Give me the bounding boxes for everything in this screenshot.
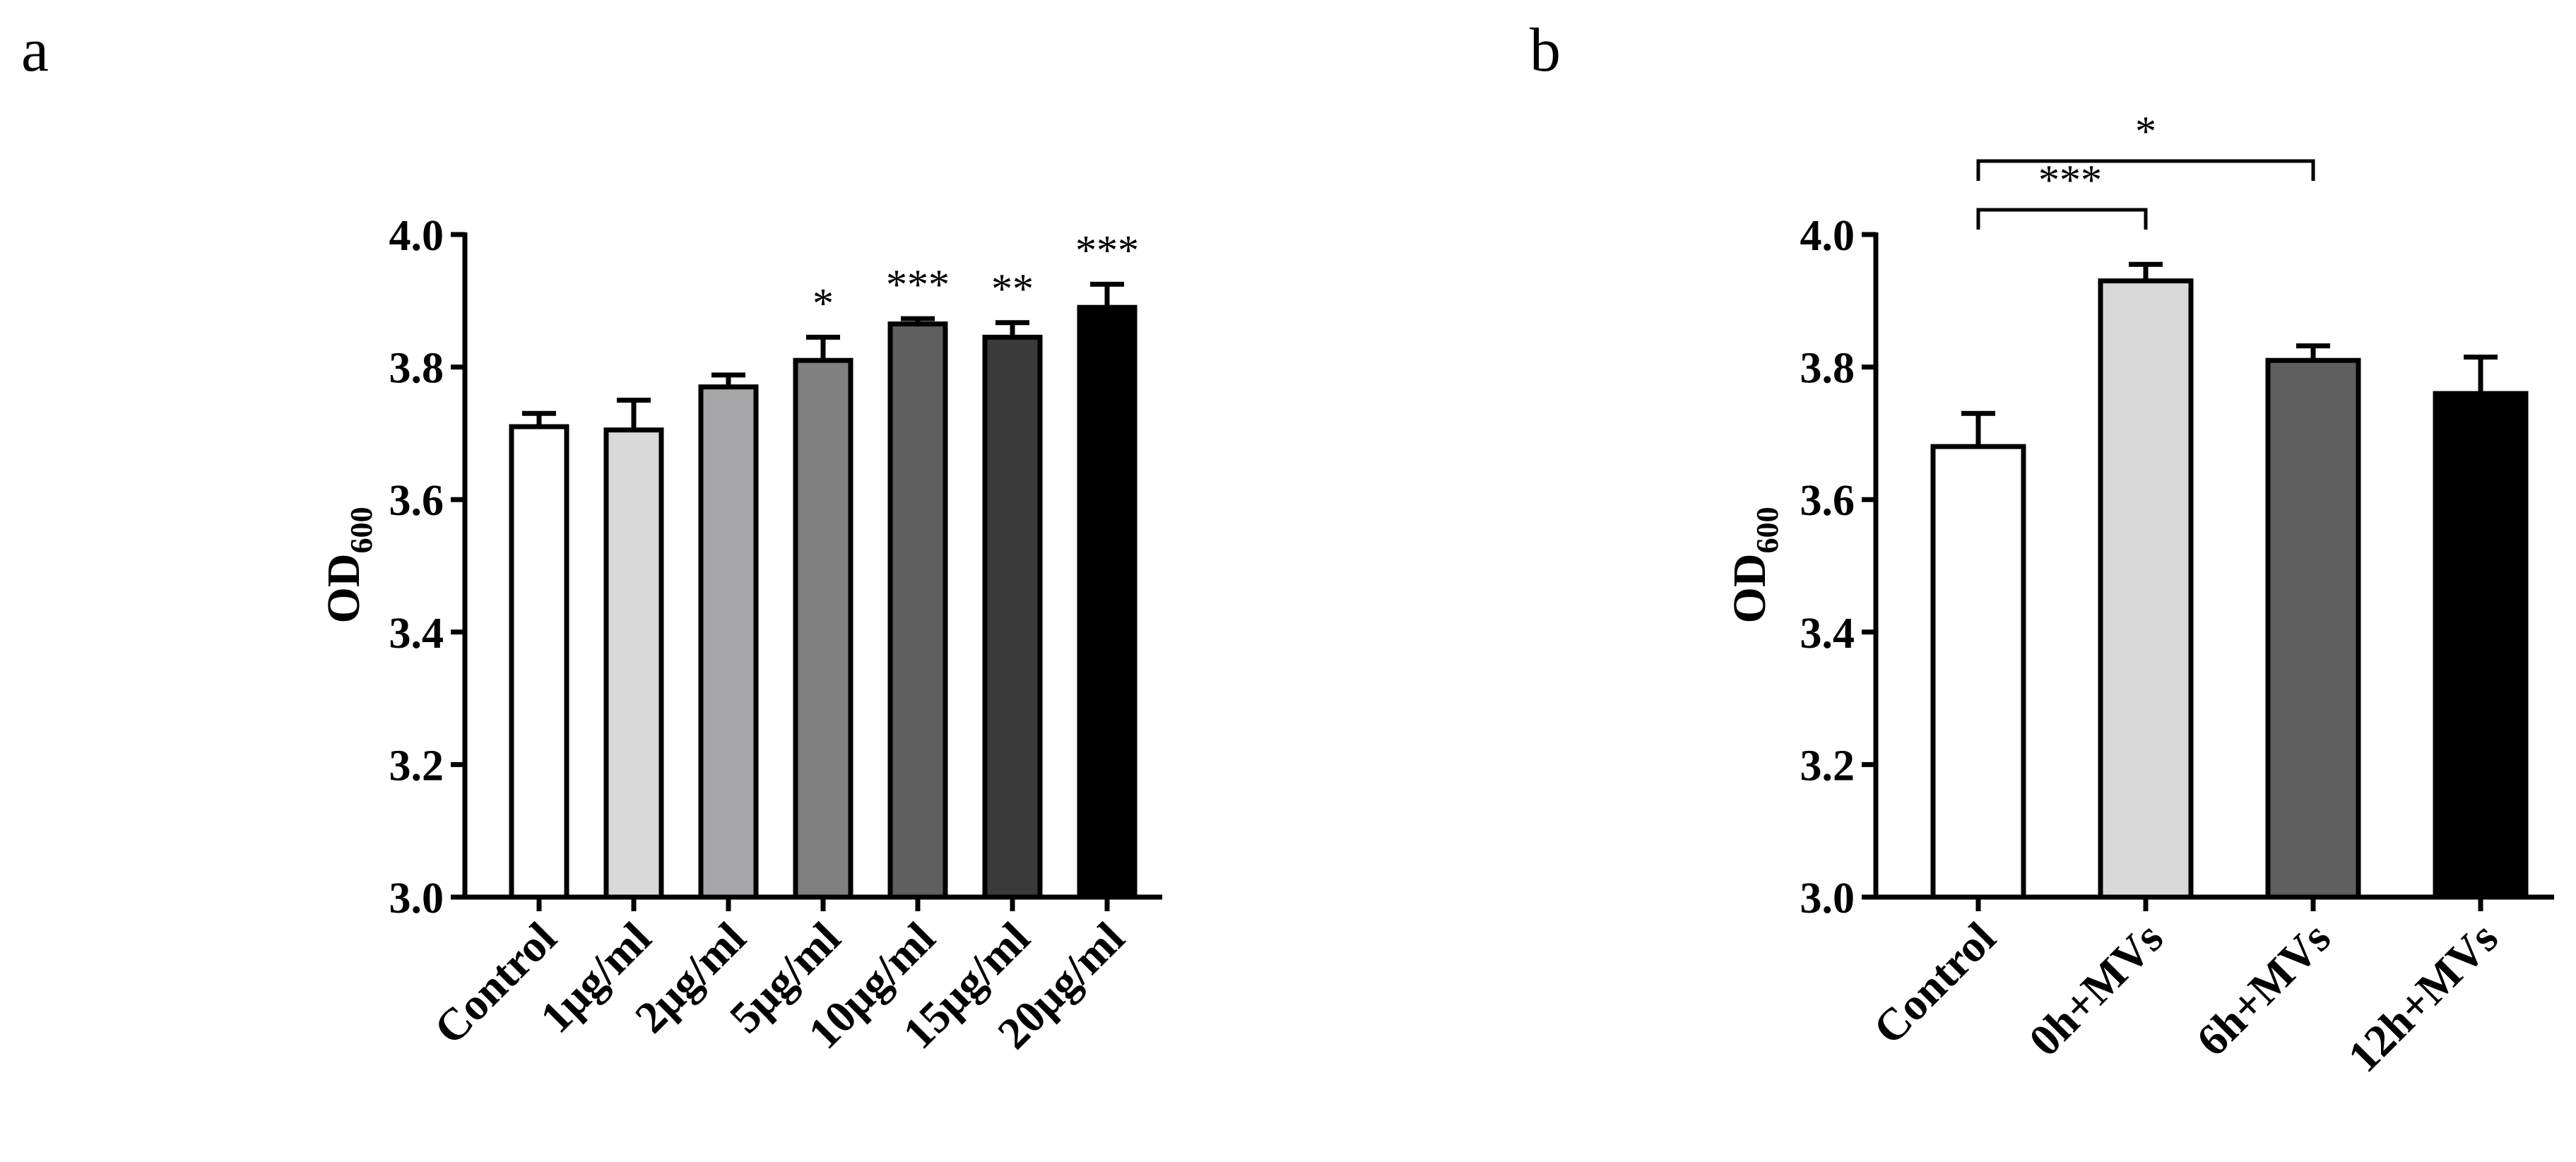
category-label-b: Control bbox=[1864, 913, 2005, 1054]
y-tick-label-a: 3.8 bbox=[389, 345, 444, 393]
significance-marker-a: *** bbox=[1075, 227, 1139, 273]
bar-a bbox=[793, 357, 853, 900]
bars-a bbox=[509, 304, 1138, 900]
y-tick-label-b: 3.0 bbox=[1800, 875, 1855, 923]
bar-a bbox=[887, 321, 948, 900]
chart-panel-b: b OD600 3.03.23.43.63.84.0 **** Control 0… bbox=[1530, 16, 2554, 1081]
significance-b: **** bbox=[1976, 108, 2315, 230]
bar-b bbox=[2433, 391, 2529, 900]
y-tick-label-a: 3.0 bbox=[389, 875, 444, 923]
y-axis-label-sub-a: 600 bbox=[344, 507, 379, 554]
axes-a: 3.0 3.2 3.4 3.6 3.8 4.0 bbox=[389, 212, 1162, 923]
bar-b bbox=[2098, 278, 2194, 900]
y-axis-label-a: OD600 bbox=[318, 507, 379, 624]
bars-b bbox=[1930, 278, 2529, 900]
bracket-label-b: * bbox=[2135, 108, 2156, 155]
y-tick-label-a: 3.6 bbox=[389, 477, 444, 525]
bar-a bbox=[603, 427, 664, 900]
category-label-b: 0h+MVs bbox=[2019, 913, 2173, 1066]
y-axis-label-main-a: OD bbox=[318, 554, 370, 624]
bracket-label-b: *** bbox=[2038, 157, 2102, 203]
category-label-b: 12h+MVs bbox=[2338, 913, 2507, 1081]
y-tick-label-a: 4.0 bbox=[389, 212, 444, 260]
y-tick-label-b: 4.0 bbox=[1800, 212, 1855, 260]
error-bars-a bbox=[522, 281, 1124, 430]
significance-marker-a: * bbox=[813, 280, 834, 326]
y-axis-label-main-b: OD bbox=[1724, 554, 1776, 624]
y-axis-label-sub-b: 600 bbox=[1750, 507, 1785, 554]
bar-a bbox=[698, 384, 759, 900]
comparison-bracket-b bbox=[1976, 208, 2148, 230]
panel-label-a: a bbox=[21, 16, 49, 85]
significance-marker-a: ** bbox=[991, 266, 1034, 312]
bar-a bbox=[982, 334, 1043, 900]
significance-a: * *** ***** bbox=[813, 227, 1139, 326]
y-tick-label-a: 3.4 bbox=[389, 610, 444, 658]
y-axis-label-b: OD600 bbox=[1724, 507, 1785, 624]
y-tick-label-a: 3.2 bbox=[389, 742, 444, 790]
category-label-b: 6h+MVs bbox=[2187, 913, 2340, 1066]
y-tick-label-b: 3.2 bbox=[1800, 742, 1855, 790]
y-tick-label-b: 3.8 bbox=[1800, 345, 1855, 393]
bar-a bbox=[1077, 304, 1138, 900]
bar-a bbox=[509, 424, 569, 900]
bar-b bbox=[2265, 357, 2361, 900]
bar-b bbox=[1930, 444, 2026, 900]
chart-panel-a: a OD600 3.03.23.43.63.84.0 * *** ***** Con… bbox=[21, 16, 1162, 1058]
y-tick-label-b: 3.4 bbox=[1800, 610, 1855, 658]
category-labels-a: Control1μg/ml2μg/ml5μg/ml10μg/ml15μg/ml2… bbox=[425, 913, 1134, 1059]
y-tick-label-b: 3.6 bbox=[1800, 477, 1855, 525]
panel-label-b: b bbox=[1530, 16, 1561, 85]
error-bars-b bbox=[1961, 261, 2498, 447]
category-label-a: Control bbox=[425, 913, 566, 1054]
comparison-bracket-b bbox=[1976, 159, 2315, 181]
significance-marker-a: *** bbox=[886, 261, 950, 308]
